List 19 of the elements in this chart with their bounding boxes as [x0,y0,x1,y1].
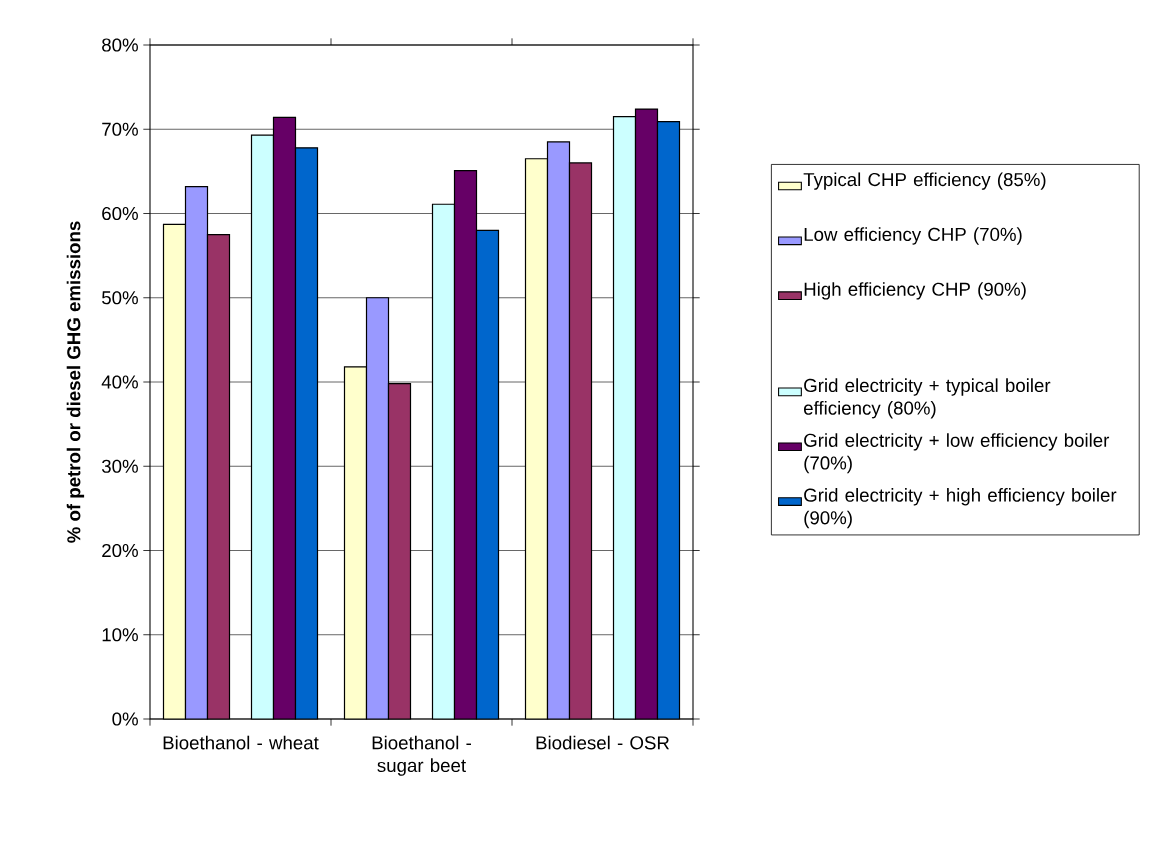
y-tick-label: 20% [102,543,138,558]
x-tick-label: Biodiesel - OSR [536,735,670,750]
legend-label: Grid electricity + low efficiency boiler (70%) [804,433,1110,474]
y-tick-label: 30% [101,459,138,473]
y-tick-label: 80% [102,38,138,52]
y-tick-label: 60% [102,206,138,221]
legend-label: Typical CHP efficiency (85%) [803,172,1046,190]
y-tick-label: 0% [112,712,138,726]
y-tick-label: 10% [102,628,138,642]
y-tick-label: 70% [102,122,138,136]
x-tick-label: Bioethanol - wheat [163,735,319,750]
legend-label: Low efficiency CHP (70%) [804,227,1022,245]
legend-label: High efficiency CHP (90%) [804,282,1026,300]
y-tick-label: 50% [102,291,138,305]
y-axis-title: % of petrol or diesel GHG emissions [66,221,85,543]
y-tick-label: 40% [101,375,138,389]
legend-label: Grid electricity + high efficiency boiler (90%) [804,488,1117,529]
legend-label: Grid electricity + typical boiler efficiency (80%) [804,378,1051,419]
x-tick-label: Bioethanol - sugar beet [372,735,471,776]
